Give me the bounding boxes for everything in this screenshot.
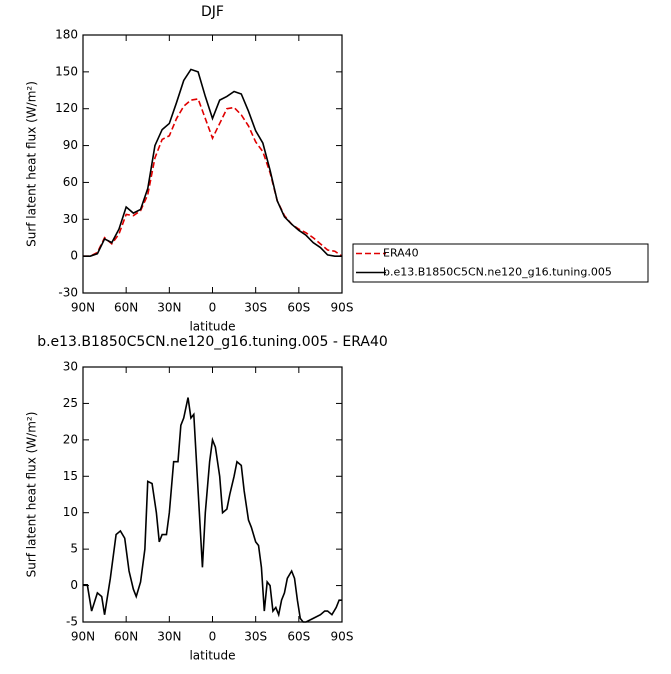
y-tick-label: 120 — [55, 101, 78, 115]
x-tick-label: 30S — [244, 630, 267, 644]
y-axis-label: Surf latent heat flux (W/m²) — [25, 81, 39, 247]
plot-frame — [82, 366, 343, 623]
x-tick-label: 0 — [209, 301, 217, 315]
chart-title: b.e13.B1850C5CN.ne120_g16.tuning.005 - E… — [37, 334, 388, 350]
y-tick-label: 0 — [70, 578, 78, 592]
x-tick-label: 30N — [157, 301, 181, 315]
y-tick-label: 180 — [55, 28, 78, 42]
y-tick-label: -30 — [58, 286, 78, 300]
y-tick-label: 0 — [70, 249, 78, 263]
x-tick-label: 60S — [287, 301, 310, 315]
x-axis-label: latitude — [189, 320, 235, 334]
y-tick-label: 90 — [63, 138, 78, 152]
x-tick-label: 60S — [287, 630, 310, 644]
legend-box — [352, 243, 649, 283]
y-tick-label: 30 — [63, 212, 78, 226]
data-line — [83, 68, 342, 257]
x-tick-label: 90N — [71, 630, 95, 644]
y-tick-label: 5 — [70, 542, 78, 556]
y-tick-label: 150 — [55, 64, 78, 78]
x-tick-label: 30N — [157, 630, 181, 644]
x-tick-label: 60N — [114, 301, 138, 315]
x-tick-label: 0 — [209, 630, 217, 644]
x-tick-label: 90S — [331, 630, 354, 644]
y-tick-label: 15 — [63, 469, 78, 483]
y-tick-label: -5 — [66, 615, 78, 629]
y-tick-label: 30 — [63, 360, 78, 374]
y-tick-label: 20 — [63, 432, 78, 446]
plot-frame — [82, 34, 343, 294]
y-tick-label: 60 — [63, 175, 78, 189]
legend-label: b.e13.B1850C5CN.ne120_g16.tuning.005 — [383, 266, 612, 279]
x-tick-label: 60N — [114, 630, 138, 644]
x-tick-label: 30S — [244, 301, 267, 315]
data-line — [83, 397, 342, 623]
y-tick-label: 25 — [63, 396, 78, 410]
data-line — [83, 97, 343, 257]
x-tick-label: 90S — [331, 301, 354, 315]
chart-title: DJF — [201, 4, 224, 20]
x-tick-label: 90N — [71, 301, 95, 315]
y-tick-label: 10 — [63, 505, 78, 519]
y-axis-label: Surf latent heat flux (W/m²) — [25, 412, 39, 578]
x-axis-label: latitude — [189, 649, 235, 663]
legend-label: ERA40 — [383, 247, 419, 260]
